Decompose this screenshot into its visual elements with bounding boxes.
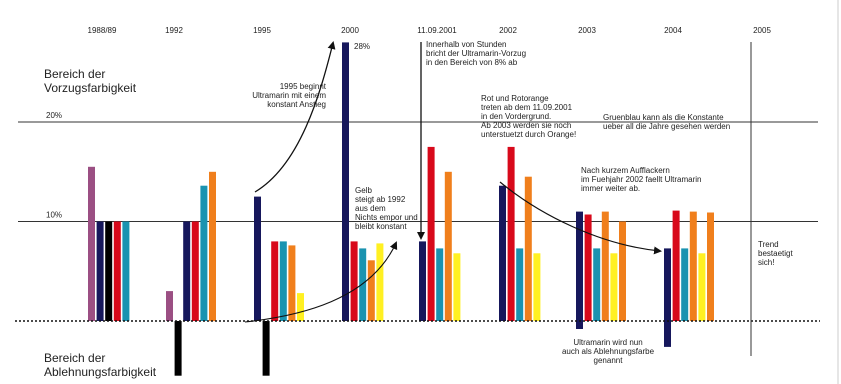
bar-gruenblau — [436, 248, 444, 321]
bar-rot — [350, 241, 358, 321]
bar-ultramarin-negative — [664, 321, 671, 347]
annotation-a_gelb: steigt ab 1992 — [355, 195, 406, 204]
category-labels: 1988/89 1992 1995 2000 11.09.2001 2002 2003 200… — [88, 26, 772, 35]
reference-line-label: 10% — [46, 211, 62, 220]
category-label: 2005 — [753, 26, 771, 35]
bar-gruenblau — [516, 248, 524, 321]
bar-rot — [271, 241, 279, 321]
zone-label-bottom-line2: Ablehnungsfarbigkeit — [44, 365, 157, 379]
bar-gelb — [610, 253, 618, 321]
annotation-a_ablehnung: genannt — [594, 356, 624, 365]
bar-orange — [707, 212, 714, 321]
annotation-a_rot: in den Vordergrund. — [481, 112, 551, 121]
annotation-a1995: 1995 beginnt — [280, 82, 327, 91]
category-label: 1992 — [165, 26, 183, 35]
annotation-a_trend: Trend — [758, 240, 779, 249]
bar-gruenblau — [279, 241, 287, 321]
annotation-a1995: Ultramarin mit einem — [252, 91, 326, 100]
category-label: 2002 — [499, 26, 517, 35]
bar-rot — [191, 221, 199, 321]
annotation-a911: in den Bereich von 8% ab — [426, 58, 518, 67]
bar-ultramarin-negative — [576, 321, 583, 329]
reference-line-label: 20% — [46, 111, 62, 120]
bar-orange — [444, 171, 452, 322]
annotation-a_rot: Rot und Rotorange — [481, 94, 549, 103]
bar-ultramarin — [183, 221, 191, 321]
annotation-a_rot: unterstuetzt durch Orange! — [481, 130, 576, 139]
zone-label-top-line1: Bereich der — [44, 67, 105, 81]
zone-label-top-line2: Vorzugsfarbigkeit — [44, 81, 137, 95]
annotation-a_gelb: aus dem — [355, 204, 386, 213]
annotation-a_gelb: Gelb — [355, 186, 372, 195]
bar-gruenblau — [359, 248, 367, 321]
annotation-a_ablehnung: auch als Ablehnungsfarbe — [562, 347, 655, 356]
bar-orange — [288, 245, 296, 321]
bar-rot — [672, 210, 680, 321]
category-label: 2003 — [578, 26, 596, 35]
value-label-28: 28% — [354, 42, 370, 51]
bar-ultramarin — [254, 196, 261, 321]
bar-orange — [209, 171, 216, 322]
annotation-a_gruen: ueber all die Jahre gesehen werden — [603, 122, 730, 131]
category-label: 2004 — [664, 26, 682, 35]
annotation-a1995: konstant Anstieg — [267, 100, 326, 109]
annotation-a911: Innerhalb von Stunden — [426, 40, 507, 49]
zone-label-bottom-line1: Bereich der — [44, 351, 105, 365]
bar-rot — [113, 221, 121, 321]
bar-gruenblau — [200, 185, 208, 321]
bar-orange — [367, 260, 375, 321]
bar-ultramarin — [664, 248, 671, 321]
bar-schwarz — [262, 321, 270, 376]
annotation-a911: bricht der Ultramarin-Vorzug — [426, 49, 526, 58]
arrow-1995-rise — [254, 41, 336, 193]
bar-gelb — [297, 293, 304, 321]
bar-orange — [524, 176, 532, 321]
bar-ultramarin — [342, 42, 349, 322]
arrow-ultramarin-decline — [499, 181, 662, 255]
annotation-a_rot: Ab 2003 werden sie noch — [481, 121, 571, 130]
bar-gruenblau — [122, 221, 130, 321]
category-label: 11.09.2001 — [417, 26, 457, 35]
bar-ultramarin — [419, 241, 426, 321]
annotation-a_gelb: bleibt konstant — [355, 222, 407, 231]
bar-schwarz — [174, 321, 182, 376]
category-label: 1988/89 — [88, 26, 117, 35]
category-label: 1995 — [253, 26, 271, 35]
category-label: 2000 — [341, 26, 359, 35]
annotation-a_trend: bestaetigt — [758, 249, 793, 258]
bar-schwarz — [105, 221, 113, 321]
annotation-a_ultra2002: Nach kurzem Aufflackern — [581, 166, 670, 175]
bar-gelb — [533, 253, 541, 321]
arrow-gelb-rise — [244, 241, 398, 323]
bar-gelb — [453, 253, 461, 321]
bar-gelb — [376, 243, 384, 321]
annotation-a_ablehnung: Ultramarin wird nun — [573, 338, 642, 347]
reference-lines: 20% 10% — [18, 111, 818, 222]
bar-ultramarin — [576, 211, 583, 321]
annotation-a_ultra2002: im Fuehjahr 2002 faellt Ultramarin — [581, 175, 702, 184]
bar-gruenblau — [593, 248, 601, 321]
bar-rot — [427, 146, 435, 321]
bar-ultramarin — [96, 221, 104, 321]
annotation-a_gelb: Nichts empor und — [355, 213, 418, 222]
bar-ultramarin — [499, 185, 506, 321]
annotation-a_ultra2002: immer weiter ab. — [581, 184, 640, 193]
bar-gruenblau — [681, 248, 689, 321]
annotation-a_gruen: Gruenblau kann als die Konstante — [603, 113, 724, 122]
bars — [88, 42, 714, 376]
bar-violett — [88, 166, 95, 321]
bar-orange — [601, 211, 609, 321]
bar-rot — [584, 214, 592, 321]
annotation-a_rot: treten ab dem 11.09.2001 — [481, 103, 573, 112]
bar-gelb — [698, 253, 706, 321]
annotation-a_trend: sich! — [758, 258, 774, 267]
bar-violett — [166, 291, 173, 321]
bar-rot — [507, 146, 515, 321]
bar-orange — [619, 221, 626, 321]
bar-orange — [689, 211, 697, 321]
